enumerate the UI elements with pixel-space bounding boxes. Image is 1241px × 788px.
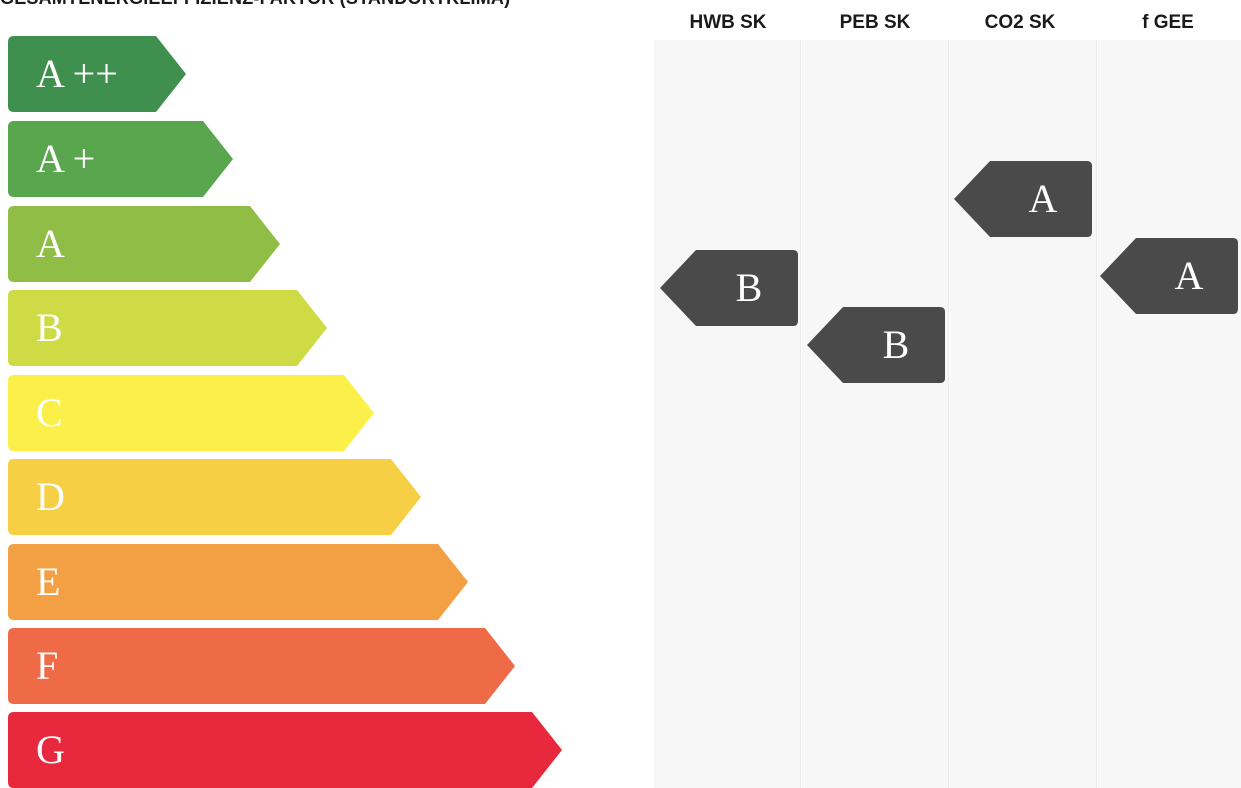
scale-arrow-shape xyxy=(8,206,280,282)
rating-label-peb: B xyxy=(882,322,910,367)
rating-label-co2: A xyxy=(1028,176,1058,221)
scale-label: D xyxy=(36,474,65,519)
scale-arrow-shape xyxy=(8,544,468,620)
rating-marker-fgee: A xyxy=(1100,238,1238,314)
column-divider xyxy=(1096,40,1097,788)
scale-arrow-shape xyxy=(8,36,186,112)
scale-arrow-3: B xyxy=(8,290,327,366)
scale-arrow-shape xyxy=(8,712,562,788)
rating-marker-hwb: B xyxy=(660,250,798,326)
rating-arrow-shape xyxy=(1100,238,1238,314)
scale-arrow-shape xyxy=(8,121,233,197)
column-divider xyxy=(800,40,801,788)
scale-label: A + xyxy=(36,136,96,181)
scale-arrow-5: D xyxy=(8,459,421,535)
column-band-fgee xyxy=(1098,40,1241,788)
column-header-peb: PEB SK xyxy=(839,12,911,33)
scale-arrow-6: E xyxy=(8,544,468,620)
scale-arrow-7: F xyxy=(8,628,515,704)
scale-label: A ++ xyxy=(36,51,118,96)
column-band-co2 xyxy=(950,40,1096,788)
scale-arrow-shape xyxy=(8,290,327,366)
column-header-fgee: f GEE xyxy=(1142,12,1194,33)
column-band-hwb xyxy=(654,40,800,788)
scale-arrow-shape xyxy=(8,459,421,535)
rating-arrow-shape xyxy=(807,307,945,383)
column-divider xyxy=(948,40,949,788)
scale-label: E xyxy=(36,559,61,604)
scale-label: C xyxy=(36,390,63,435)
column-band-peb xyxy=(802,40,948,788)
scale-label: F xyxy=(36,643,59,688)
scale-arrow-2: A xyxy=(8,206,280,282)
column-header-hwb: HWB SK xyxy=(689,12,767,33)
rating-marker-peb: B xyxy=(807,307,945,383)
scale-arrow-1: A + xyxy=(8,121,233,197)
rating-marker-co2: A xyxy=(954,161,1092,237)
column-header-co2: CO2 SK xyxy=(984,12,1056,33)
rating-label-hwb: B xyxy=(735,265,763,310)
scale-arrow-shape xyxy=(8,628,515,704)
scale-label: A xyxy=(36,221,65,266)
scale-arrow-shape xyxy=(8,375,374,451)
scale-label: B xyxy=(36,305,63,350)
rating-arrow-shape xyxy=(660,250,798,326)
page-title: GESAMTENERGIEEFFIZIENZ-FAKTOR (STANDORTK… xyxy=(0,0,510,9)
scale-arrow-0: A ++ xyxy=(8,36,186,112)
scale-label: G xyxy=(36,727,65,772)
rating-arrow-shape xyxy=(954,161,1092,237)
scale-arrow-4: C xyxy=(8,375,374,451)
rating-label-fgee: A xyxy=(1174,253,1204,298)
scale-arrow-8: G xyxy=(8,712,562,788)
